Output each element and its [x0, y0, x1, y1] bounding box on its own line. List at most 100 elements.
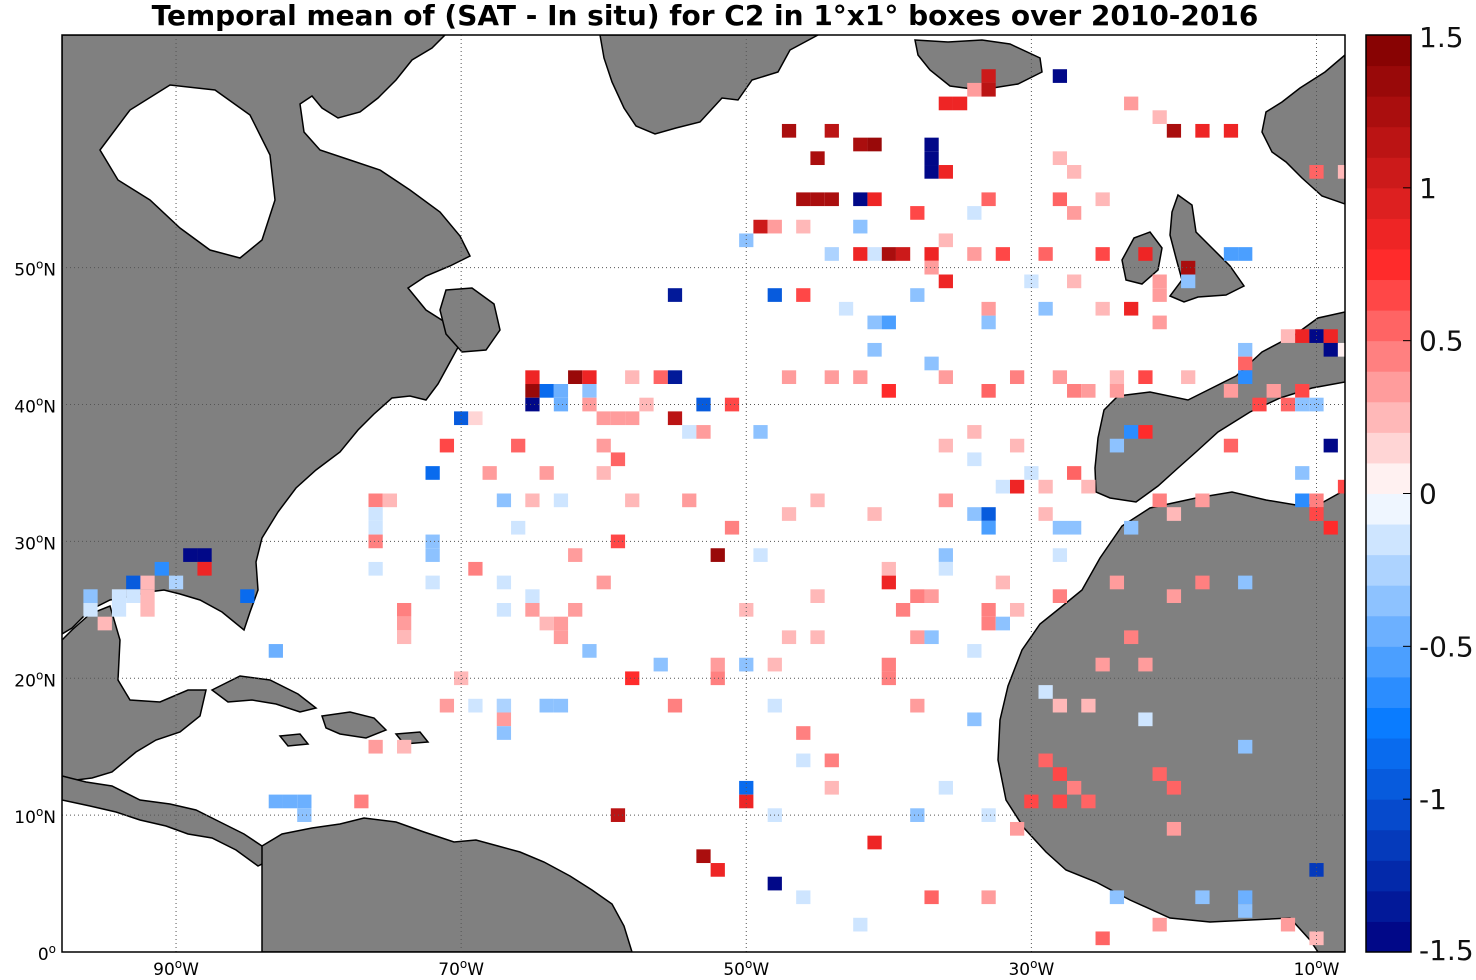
- hispaniola-land: [321, 711, 388, 739]
- grid-cell: [1309, 507, 1324, 521]
- grid-cell: [1124, 630, 1139, 645]
- grid-cell: [496, 726, 512, 740]
- graticule: [62, 35, 1345, 952]
- colorbar-step: [1366, 585, 1411, 617]
- grid-cell: [1238, 356, 1253, 371]
- grid-cell: [439, 438, 455, 453]
- grid-cell: [610, 452, 626, 467]
- grid-cell: [1337, 479, 1345, 494]
- colorbar-step: [1366, 65, 1411, 97]
- grid-cell: [995, 479, 1010, 494]
- grid-cell: [910, 206, 925, 220]
- grid-cell: [126, 589, 141, 603]
- grid-cell: [981, 890, 996, 905]
- colorbar-step: [1366, 279, 1411, 311]
- grid-cell: [696, 425, 711, 439]
- grid-cell: [126, 575, 141, 590]
- mexico-land: [62, 604, 207, 781]
- grid-cell: [1280, 397, 1296, 412]
- grid-cell: [667, 411, 683, 426]
- grid-cell: [83, 589, 98, 603]
- grid-cell: [767, 657, 782, 672]
- colorbar-step: [1366, 126, 1411, 158]
- grid-cell: [468, 561, 483, 576]
- grid-cell: [1124, 301, 1139, 316]
- grid-cell: [1024, 274, 1039, 289]
- grid-cell: [1166, 780, 1182, 795]
- longitude-tick-label: 70oW: [438, 957, 484, 980]
- grid-cell: [867, 137, 882, 152]
- grid-cell: [1323, 342, 1338, 357]
- grid-cell: [111, 602, 127, 617]
- grid-cell: [397, 739, 412, 754]
- grid-cell: [168, 575, 184, 590]
- grid-cell: [368, 520, 383, 535]
- grid-cell: [739, 602, 754, 617]
- grid-cell: [796, 192, 811, 207]
- grid-cell: [881, 561, 896, 576]
- longitude-ticks: 90oW 70oW 50oW 30oW 10oW: [153, 957, 1339, 980]
- grid-cell: [525, 397, 540, 412]
- grid-cell: [924, 137, 939, 152]
- grid-cell: [1052, 794, 1068, 809]
- grid-cell: [1238, 890, 1253, 905]
- colorbar-step: [1366, 646, 1411, 678]
- greenland-land: [599, 35, 819, 135]
- grid-cell: [853, 917, 868, 932]
- latitude-tick-label: 0o: [38, 942, 56, 965]
- grid-cell: [981, 602, 996, 617]
- grid-cell: [1309, 863, 1324, 877]
- grid-cell: [1038, 479, 1053, 494]
- grid-cell: [938, 370, 953, 385]
- grid-cell: [1038, 507, 1053, 521]
- colorbar-tick-label: -1.5: [1419, 934, 1474, 967]
- colorbar-step: [1366, 401, 1411, 433]
- grid-cell: [582, 397, 597, 412]
- grid-cell: [1309, 493, 1324, 508]
- grid-cell: [938, 165, 953, 179]
- grid-cell: [967, 644, 982, 658]
- grid-cell: [767, 876, 782, 891]
- grid-cell: [1067, 520, 1082, 535]
- grid-cell: [1109, 370, 1125, 385]
- grid-cell: [924, 356, 939, 371]
- grid-cell: [667, 698, 683, 713]
- grid-cell: [1323, 520, 1338, 535]
- grid-cell: [183, 548, 198, 562]
- grid-cell: [810, 630, 825, 645]
- grid-cell: [496, 602, 512, 617]
- grid-cell: [1095, 657, 1110, 672]
- grid-cell: [710, 863, 725, 877]
- grid-cell: [525, 384, 540, 398]
- grid-cell: [1095, 192, 1110, 207]
- grid-cell: [981, 808, 996, 822]
- grid-cell: [1195, 575, 1210, 590]
- grid-cell: [753, 219, 768, 234]
- latitude-tick-label: 40oN: [14, 395, 56, 418]
- grid-cell: [981, 301, 996, 316]
- grid-cell: [1238, 370, 1253, 385]
- grid-cell: [154, 561, 169, 576]
- grid-cell: [397, 616, 412, 631]
- grid-cell: [539, 466, 554, 480]
- colorbar-step: [1366, 524, 1411, 556]
- grid-cell: [610, 411, 626, 426]
- grid-cell: [938, 493, 953, 508]
- grid-cell: [910, 698, 925, 713]
- grid-cell: [83, 602, 98, 617]
- grid-cell: [553, 397, 569, 412]
- grid-cell: [767, 219, 782, 234]
- grid-cell: [1009, 370, 1025, 385]
- grid-cell: [1152, 917, 1167, 932]
- grid-cell: [924, 589, 939, 603]
- colorbar-step: [1366, 890, 1411, 922]
- grid-cell: [354, 794, 369, 809]
- grid-cell: [1124, 425, 1139, 439]
- grid-cell: [425, 548, 440, 562]
- grid-cell: [938, 274, 953, 289]
- grid-cell: [881, 315, 896, 330]
- colorbar-tick-label: -1: [1419, 783, 1447, 816]
- grid-cell: [767, 698, 782, 713]
- colorbar-step: [1366, 615, 1411, 647]
- grid-cell: [967, 206, 982, 220]
